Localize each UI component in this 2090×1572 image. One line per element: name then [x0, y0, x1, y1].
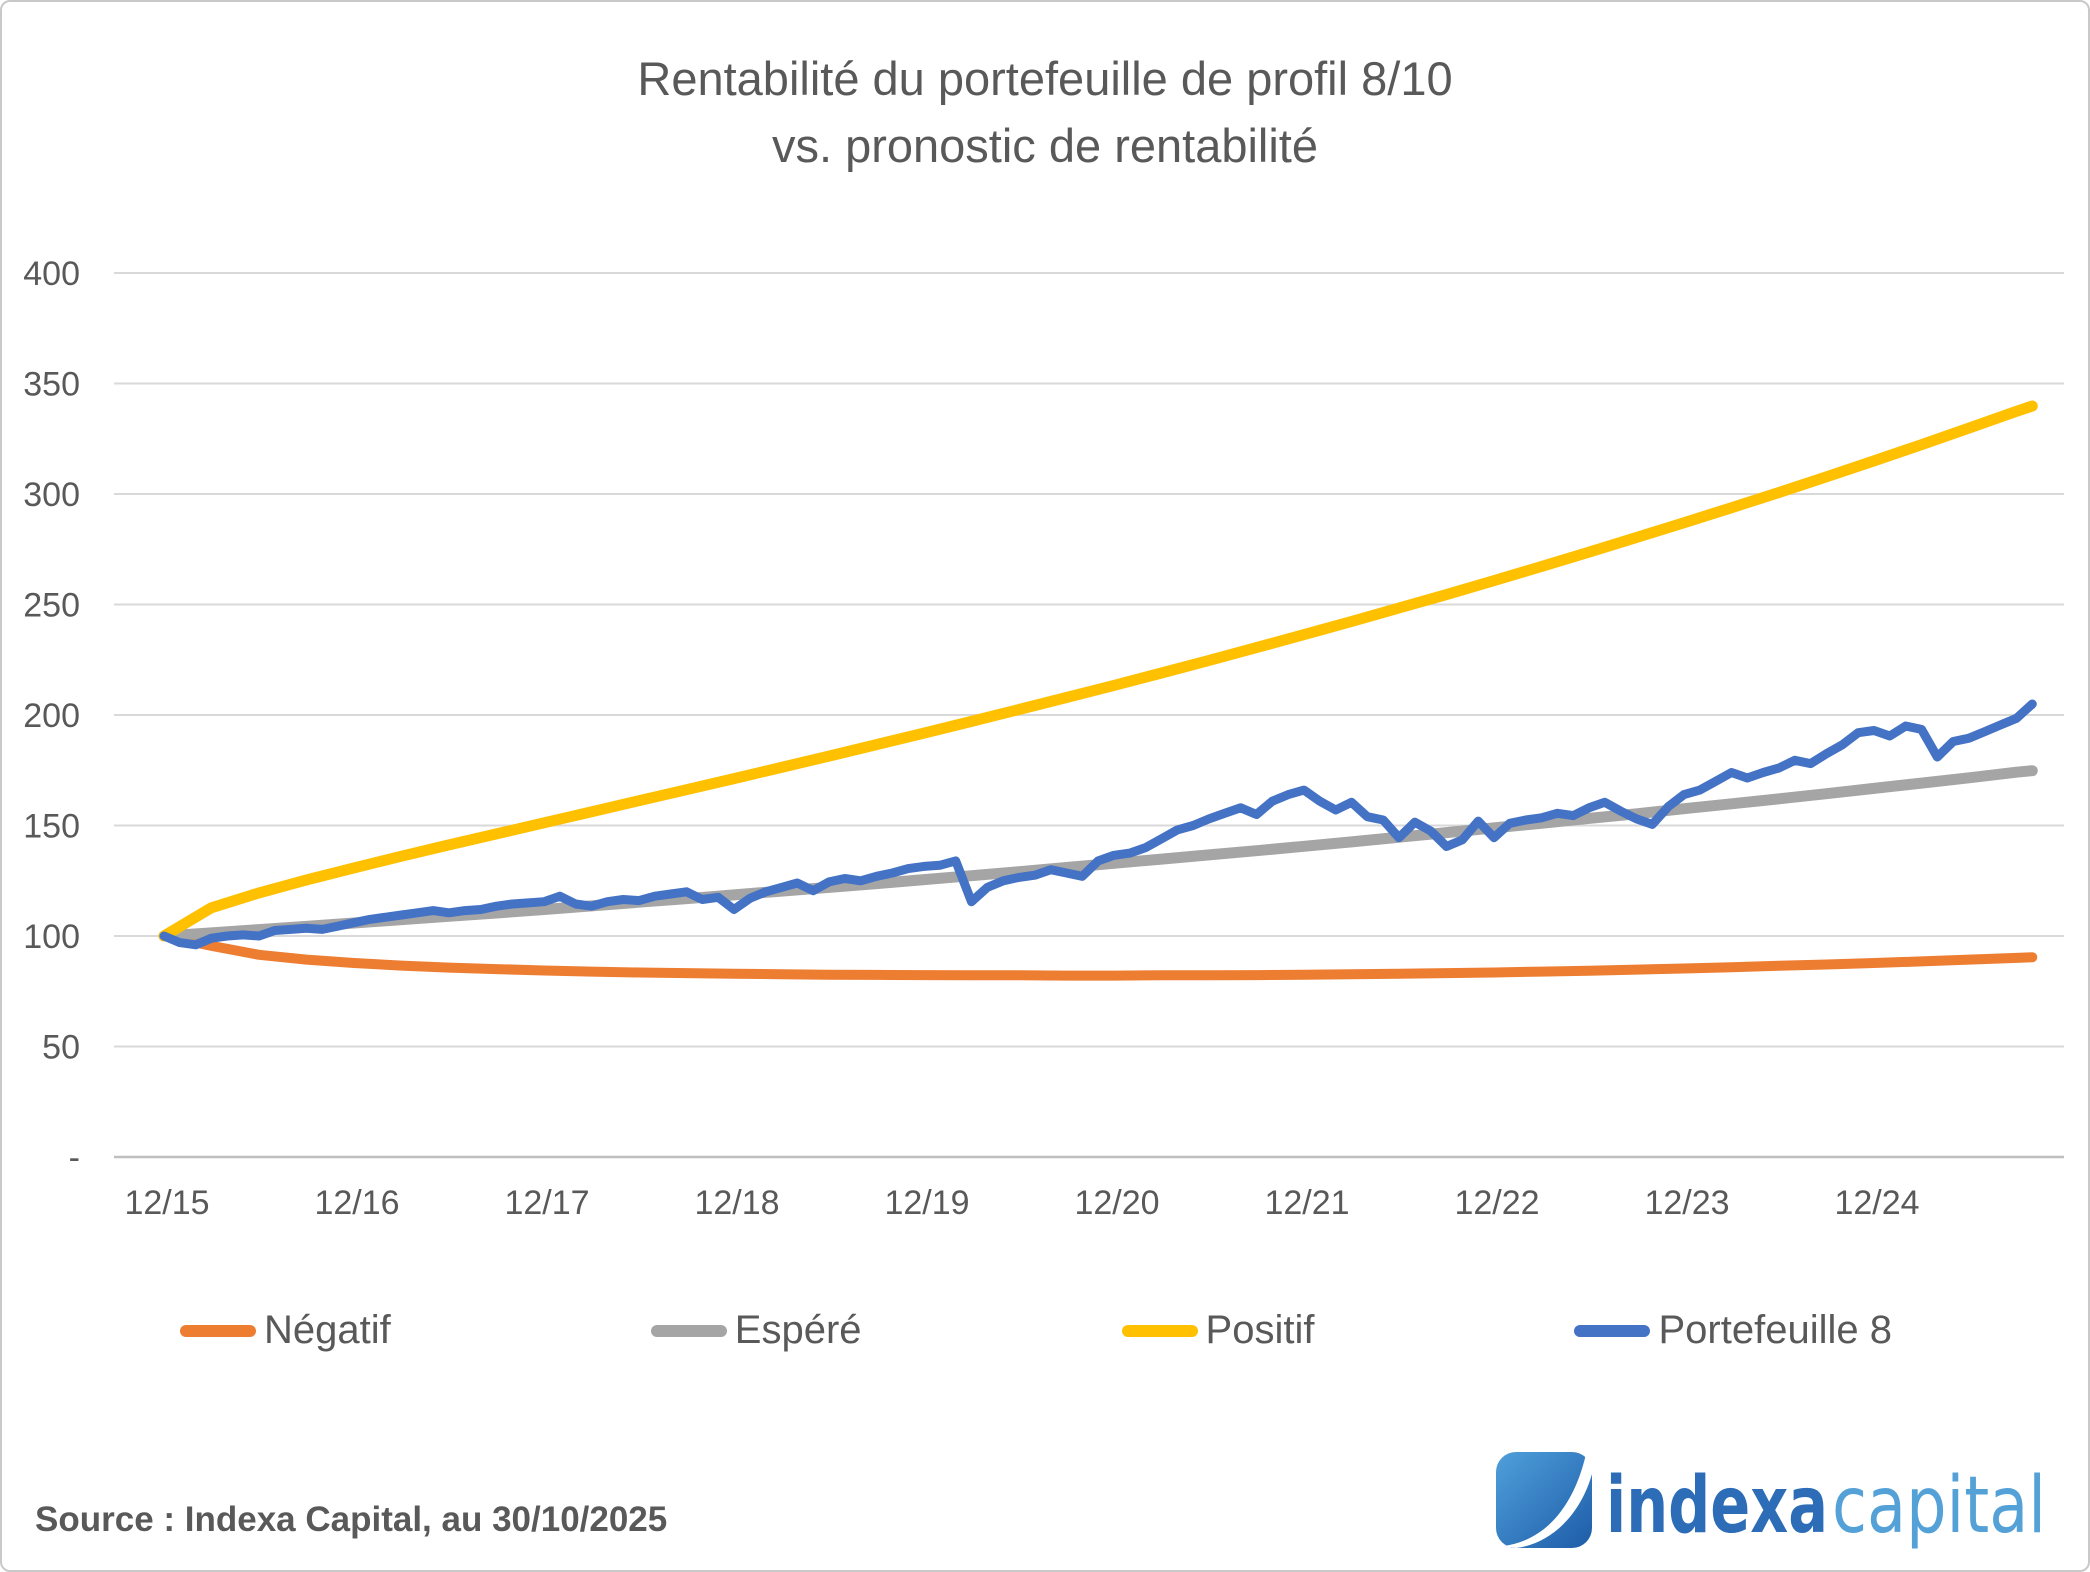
- x-tick-label-12-18: 12/18: [694, 1184, 779, 1222]
- y-tick-label-300: 300: [23, 476, 80, 514]
- legend-item-espere[interactable]: Espéré: [650, 1308, 862, 1353]
- source-caption: Source : Indexa Capital, au 30/10/2025: [35, 1500, 668, 1539]
- y-tick-label-250: 250: [23, 587, 80, 625]
- portefeuille8-swatch-icon: [1574, 1324, 1651, 1337]
- series-line-3: [159, 699, 2037, 950]
- y-tick-label-0: -: [69, 1139, 80, 1177]
- positif-swatch-icon: [1121, 1324, 1198, 1337]
- x-tick-label-12-15: 12/15: [124, 1184, 209, 1222]
- legend-item-portefeuille8[interactable]: Portefeuille 8: [1574, 1308, 1892, 1353]
- x-tick-label-12-20: 12/20: [1074, 1184, 1159, 1222]
- y-tick-label-100: 100: [23, 918, 80, 956]
- x-tick-label-12-19: 12/19: [884, 1184, 969, 1222]
- negatif-swatch-icon: [180, 1324, 256, 1337]
- legend-label-portefeuille8: Portefeuille 8: [1658, 1308, 1892, 1352]
- y-tick-label-150: 150: [23, 808, 80, 846]
- x-tick-label-12-17: 12/17: [504, 1184, 589, 1222]
- x-tick-label-12-21: 12/21: [1264, 1184, 1349, 1222]
- y-tick-label-50: 50: [42, 1029, 80, 1067]
- legend-label-negatif: Négatif: [264, 1308, 391, 1352]
- legend-label-espere: Espéré: [734, 1308, 862, 1352]
- chart-title-line1: Rentabilité du portefeuille de profil 8/…: [637, 52, 1453, 105]
- espere-swatch-icon: [650, 1324, 727, 1337]
- legend: Négatif Espéré Positif Portefeuille 8: [180, 1308, 1892, 1353]
- series-line-0: [159, 931, 2038, 981]
- series-line-1: [158, 765, 2038, 942]
- series-line-2: [158, 400, 2038, 942]
- x-tick-label-12-16: 12/16: [314, 1184, 399, 1222]
- x-tick-label-12-22: 12/22: [1454, 1184, 1539, 1222]
- indexa-capital-logo: indexa capital: [1496, 1452, 2046, 1551]
- y-tick-label-200: 200: [23, 697, 80, 735]
- y-tick-label-350: 350: [23, 366, 80, 404]
- logo-word-indexa: indexa: [1606, 1461, 1828, 1551]
- legend-label-positif: Positif: [1205, 1308, 1315, 1352]
- legend-item-positif[interactable]: Positif: [1121, 1308, 1315, 1353]
- logo-icon: [1496, 1452, 1592, 1548]
- logo-word-capital: capital: [1832, 1461, 2046, 1551]
- x-tick-label-12-23: 12/23: [1644, 1184, 1729, 1222]
- x-tick-label-12-24: 12/24: [1834, 1184, 1919, 1222]
- legend-item-negatif[interactable]: Négatif: [180, 1308, 391, 1353]
- y-tick-label-400: 400: [23, 255, 80, 293]
- chart-title-line2: vs. pronostic de rentabilité: [771, 118, 1318, 172]
- chart-title: Rentabilité du portefeuille de profil 8/…: [2, 46, 2088, 179]
